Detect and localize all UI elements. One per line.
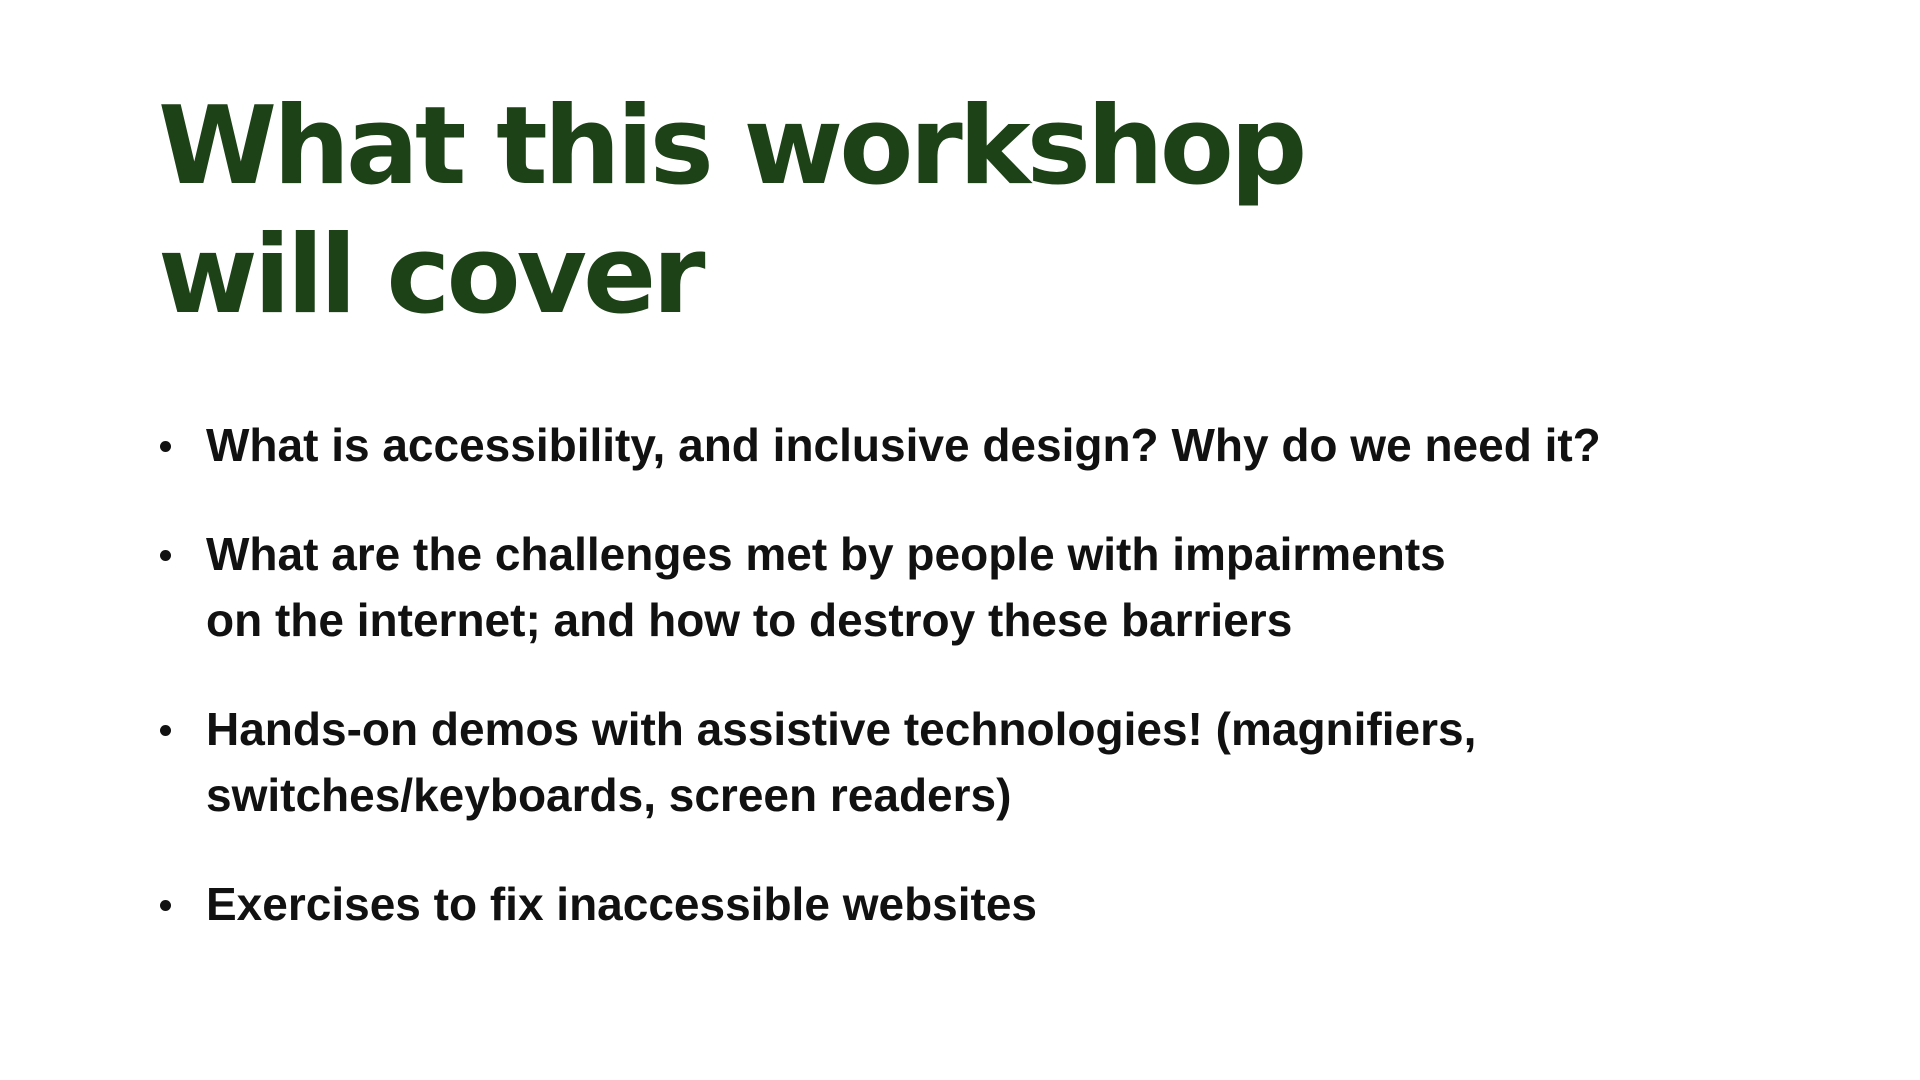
bullet-dot-icon [160,725,171,736]
bullet-text: switches/keyboards, screen readers) [206,769,1012,821]
bullet-item: What is accessibility, and inclusive des… [158,412,1798,478]
bullet-dot-icon [160,550,171,561]
bullet-text: Exercises to fix inaccessible websites [206,878,1038,930]
bullet-item: Hands-on demos with assistive technologi… [158,696,1798,828]
bullet-dot-icon [160,441,171,452]
bullet-text: What are the challenges met by people wi… [206,528,1446,580]
bullet-list: What is accessibility, and inclusive des… [158,412,1798,980]
bullet-text: on the internet; and how to destroy thes… [206,594,1293,646]
slide-title: What this workshop will cover [158,82,1658,340]
slide-title-line: will cover [158,213,706,338]
bullet-dot-icon [160,900,171,911]
slide-title-line: What this workshop [158,84,1307,209]
bullet-text: Hands-on demos with assistive technologi… [206,703,1477,755]
bullet-text: What is accessibility, and inclusive des… [206,419,1601,471]
bullet-item: What are the challenges met by people wi… [158,521,1798,653]
bullet-item: Exercises to fix inaccessible websites [158,871,1798,937]
